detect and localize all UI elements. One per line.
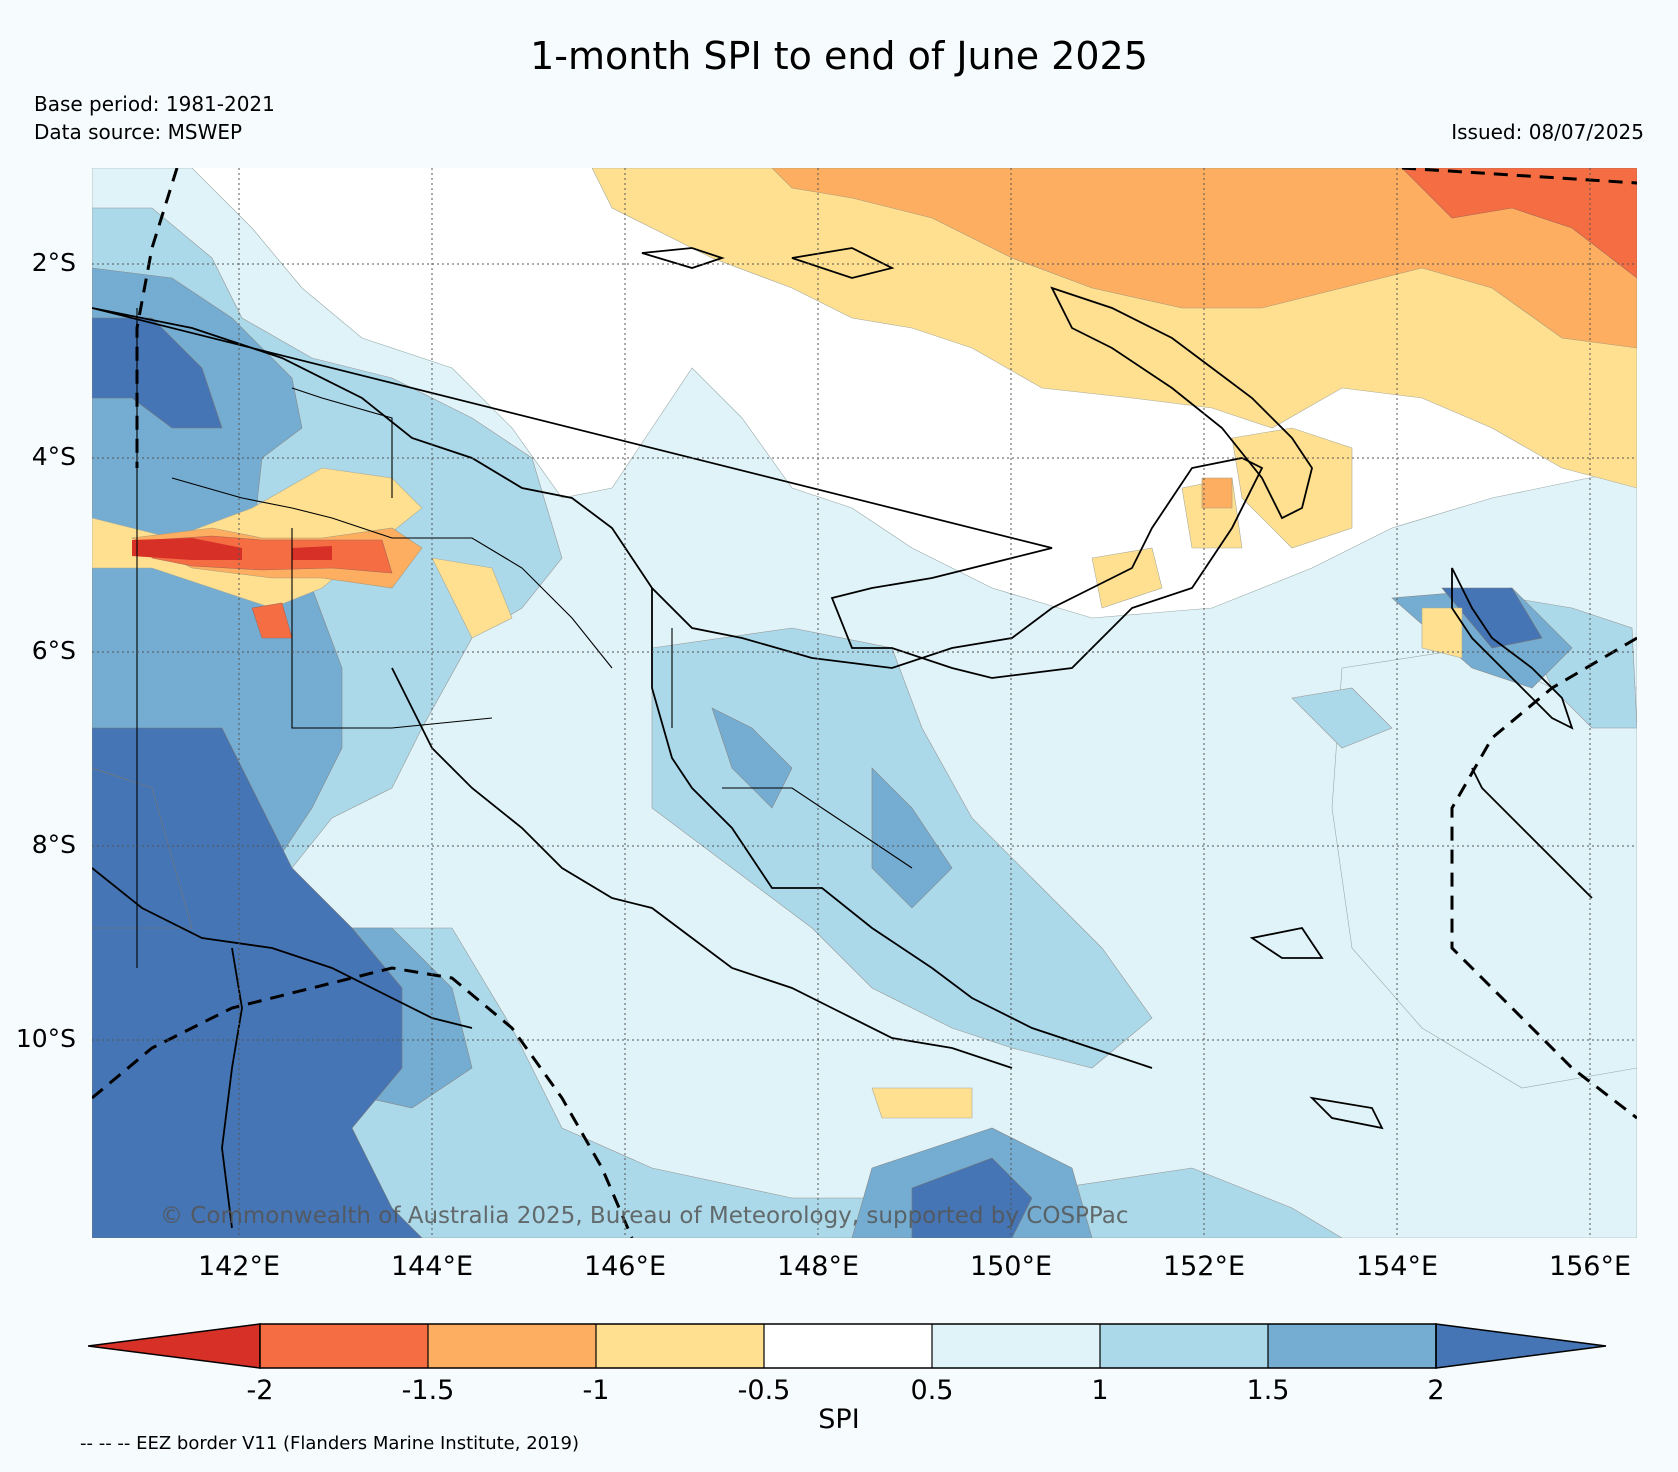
spi-above-2-areas — [92, 317, 1543, 1238]
colorbar-tick: -2 — [246, 1375, 274, 1406]
colorbar-extend-low — [88, 1323, 261, 1369]
copyright-notice: © Commonwealth of Australia 2025, Bureau… — [160, 1203, 1129, 1229]
colorbar-bin — [764, 1324, 932, 1368]
eez-footnote: -- -- -- EEZ border V11 (Flanders Marine… — [80, 1433, 580, 1454]
colorbar-tick: 2 — [1427, 1375, 1445, 1406]
issued-date: Issued: 08/07/2025 — [1451, 120, 1644, 144]
colorbar-bin — [596, 1324, 764, 1368]
colorbar-bin — [932, 1324, 1100, 1368]
colorbar-tick: 1.5 — [1246, 1375, 1290, 1406]
spi-colorbar — [88, 1323, 1607, 1369]
base-period: Base period: 1981-2021 — [34, 92, 275, 116]
lon-label-144e: 144°E — [390, 1251, 474, 1282]
lon-label-150e: 150°E — [969, 1251, 1053, 1282]
colorbar-tick: -1 — [582, 1375, 610, 1406]
lon-label-148e: 148°E — [776, 1251, 860, 1282]
colorbar-extend-high — [1435, 1323, 1607, 1369]
coastlines — [92, 247, 1593, 1229]
spi-map: © Commonwealth of Australia 2025, Bureau… — [92, 168, 1637, 1238]
colorbar-tick: -1.5 — [401, 1375, 455, 1406]
map-metadata: Base period: 1981-2021 Data source: MSWE… — [34, 90, 275, 146]
lon-label-152e: 152°E — [1162, 1251, 1246, 1282]
data-source: Data source: MSWEP — [34, 120, 243, 144]
colorbar-label: SPI — [818, 1404, 860, 1435]
graticule — [92, 168, 1637, 1238]
lon-label-146e: 146°E — [583, 1251, 667, 1282]
colorbar-bin — [260, 1324, 428, 1368]
colorbar-tick: -0.5 — [737, 1375, 791, 1406]
lat-label-6s: 6°S — [31, 636, 76, 665]
lon-label-154e: 154°E — [1355, 1251, 1439, 1282]
colorbar-tick: 0.5 — [910, 1375, 954, 1406]
lon-label-156e: 156°E — [1548, 1251, 1632, 1282]
colorbar-tick: 1 — [1091, 1375, 1109, 1406]
province-borders — [136, 308, 913, 968]
spi-below-neg-2-areas — [132, 538, 332, 560]
eez-borders — [92, 168, 1637, 1238]
colorbar-bin — [1268, 1324, 1436, 1368]
lat-label-2s: 2°S — [31, 248, 76, 277]
map-title: 1-month SPI to end of June 2025 — [530, 34, 1148, 78]
map-canvas: © Commonwealth of Australia 2025, Bureau… — [92, 168, 1637, 1238]
lat-label-4s: 4°S — [31, 442, 76, 471]
colorbar-bin — [1100, 1324, 1268, 1368]
colorbar-bin — [428, 1324, 596, 1368]
lat-label-8s: 8°S — [31, 830, 76, 859]
lon-label-142e: 142°E — [197, 1251, 281, 1282]
lat-label-10s: 10°S — [15, 1024, 76, 1053]
